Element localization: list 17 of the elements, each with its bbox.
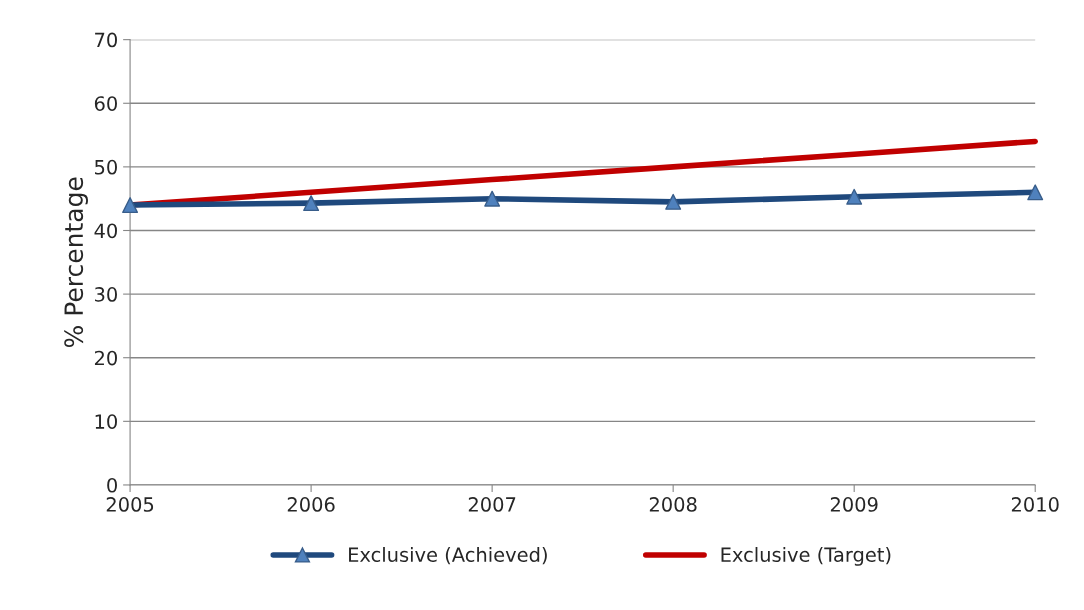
y-tick-label: 20 <box>94 350 117 366</box>
y-axis-title: % Percentage <box>64 177 88 348</box>
x-tick-label: 2008 <box>649 497 697 512</box>
y-tick-label: 30 <box>95 287 117 302</box>
y-tick-label: 0 <box>107 477 117 493</box>
x-tick-label: 2007 <box>468 497 516 512</box>
x-tick-label: 2009 <box>830 497 878 512</box>
y-tick-label: 60 <box>94 96 117 111</box>
x-tick-label: 2005 <box>106 497 154 512</box>
y-tick-label: 10 <box>95 414 117 429</box>
x-tick-label: 2006 <box>287 497 335 512</box>
y-tick-label: 40 <box>94 223 117 239</box>
legend-label: Exclusive (Target) <box>721 546 891 566</box>
y-tick-label: 50 <box>95 159 117 175</box>
y-tick-label: 70 <box>95 32 117 48</box>
x-tick-label: 2010 <box>1011 497 1059 512</box>
legend-label: Exclusive (Achieved) <box>349 546 547 565</box>
